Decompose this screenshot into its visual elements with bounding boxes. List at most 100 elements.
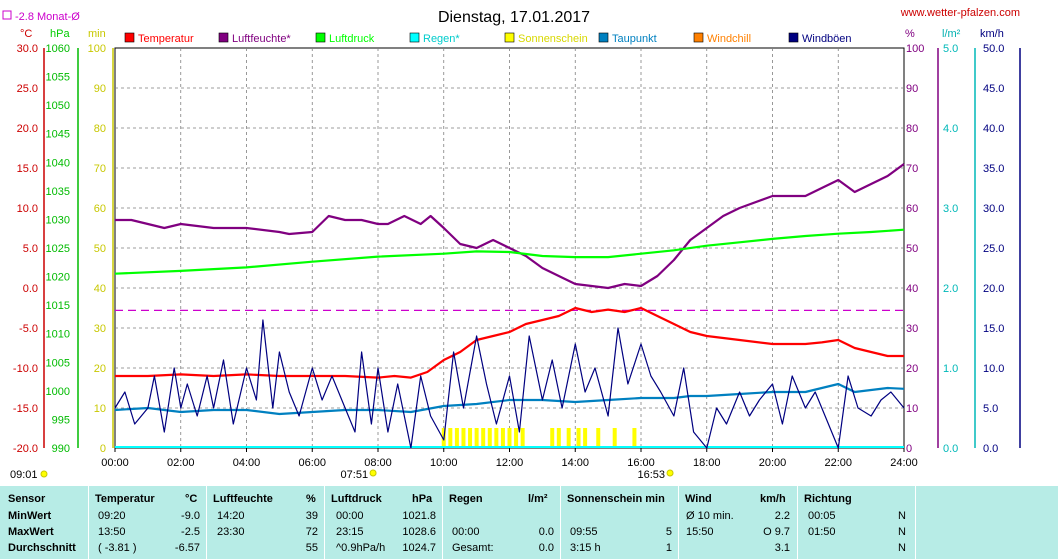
- sunshine-bar: [550, 428, 555, 448]
- stat-rain-time: Gesamt:: [452, 542, 494, 554]
- x-tick-label: 16:00: [627, 457, 655, 469]
- stat-press-val: 1028.6: [402, 526, 436, 538]
- stat-dir-val: N: [898, 526, 906, 538]
- legend-label: Windböen: [802, 33, 852, 45]
- sun-tick-label: 70: [94, 163, 106, 175]
- humidity-tick-label: 80: [906, 123, 918, 135]
- temp-tick-label: -10.0: [13, 363, 38, 375]
- rain-tick-label: 2.0: [943, 283, 958, 295]
- rain-tick-label: 4.0: [943, 123, 958, 135]
- sun-tick-label: 100: [88, 43, 106, 55]
- temp-tick-label: -15.0: [13, 403, 38, 415]
- stat-temp-val: -9.0: [181, 510, 200, 522]
- wind-tick-label: 45.0: [983, 83, 1004, 95]
- sun-tick-label: 30: [94, 323, 106, 335]
- sunshine-bars: [115, 428, 904, 448]
- hdr-temp: Temperatur: [95, 493, 155, 505]
- stat-hum-time: 23:30: [217, 526, 245, 538]
- legend-swatch: [693, 32, 704, 43]
- hdr-press-unit: hPa: [412, 493, 433, 505]
- sun-tick-label: 40: [94, 283, 106, 295]
- legend-swatch: [124, 32, 135, 43]
- sunshine-bar: [576, 428, 581, 448]
- sunshine-bar: [487, 428, 492, 448]
- wind-tick-label: 25.0: [983, 243, 1004, 255]
- pressure-tick-label: 1040: [46, 157, 70, 169]
- sunset-time: 16:53: [638, 469, 666, 481]
- pressure-tick-label: 1030: [46, 214, 70, 226]
- hdr-rain-unit: l/m²: [528, 493, 548, 505]
- stat-hum-val: 55: [305, 542, 318, 554]
- stat-press-time: 00:00: [336, 510, 364, 522]
- x-tick-label: 02:00: [167, 457, 195, 469]
- legend-label: Taupunkt: [612, 33, 657, 45]
- legend-swatch: [315, 32, 326, 43]
- hdr-temp-unit: °C: [185, 493, 198, 505]
- humidity-tick-label: 70: [906, 163, 918, 175]
- sun-tick-label: 0: [100, 443, 106, 455]
- humidity-tick-label: 60: [906, 203, 918, 215]
- pressure-tick-label: 995: [52, 414, 70, 426]
- stat-press-time: 23:15: [336, 526, 364, 538]
- pressure-tick-label: 990: [52, 443, 70, 455]
- stat-dir-val: N: [898, 510, 906, 522]
- temp-tick-label: 20.0: [17, 123, 38, 135]
- sun-tick-label: 50: [94, 243, 106, 255]
- stat-hum-time: 14:20: [217, 510, 245, 522]
- wind-tick-label: 40.0: [983, 123, 1004, 135]
- sunshine-bar: [454, 428, 459, 448]
- rain-unit-label: l/m²: [942, 28, 961, 40]
- x-tick-label: 12:00: [496, 457, 524, 469]
- sunshine-bar: [612, 428, 617, 448]
- pressure-tick-label: 1045: [46, 129, 70, 141]
- legend-swatch: [788, 32, 799, 43]
- pressure-tick-label: 1000: [46, 386, 70, 398]
- sunshine-bar: [596, 428, 601, 448]
- pressure-unit-label: hPa: [50, 28, 70, 40]
- sunset-icon: [666, 469, 674, 477]
- sun-markers: 07:51 16:53 09:01: [10, 469, 674, 481]
- statistics-table: Sensor Temperatur °C Luftfeuchte % Luftd…: [0, 486, 1058, 559]
- stat-temp-val: -2.5: [181, 526, 200, 538]
- stat-sun-time: 3:15 h: [570, 542, 601, 554]
- stat-temp-time: 13:50: [98, 526, 126, 538]
- series-temperatur: [115, 306, 904, 379]
- website-link[interactable]: www.wetter-pfalzen.com: [900, 7, 1020, 19]
- sunshine-bar: [520, 428, 525, 448]
- stat-wind-val: 2.2: [774, 510, 790, 522]
- humidity-tick-label: 30: [906, 323, 918, 335]
- temp-tick-label: -5.0: [19, 323, 38, 335]
- x-tick-label: 08:00: [364, 457, 392, 469]
- stat-sun-val: 1: [665, 542, 672, 554]
- sun-tick-label: 60: [94, 203, 106, 215]
- wind-tick-label: 0.0: [983, 443, 998, 455]
- pressure-tick-label: 1020: [46, 272, 70, 284]
- legend-swatch: [598, 32, 609, 43]
- temp-tick-label: 25.0: [17, 83, 38, 95]
- sunshine-bar: [448, 428, 453, 448]
- pressure-tick-label: 1025: [46, 243, 70, 255]
- legend-label: Temperatur: [138, 33, 194, 45]
- series-luftdruck: [114, 228, 905, 275]
- hdr-wind: Wind: [685, 493, 712, 505]
- sun-tick-label: 90: [94, 83, 106, 95]
- wind-tick-label: 20.0: [983, 283, 1004, 295]
- wind-tick-label: 30.0: [983, 203, 1004, 215]
- hdr-rain: Regen: [449, 493, 483, 505]
- hdr-hum: Luftfeuchte: [213, 493, 273, 505]
- corner-time: 09:01: [10, 469, 38, 481]
- humidity-unit-label: %: [905, 28, 915, 40]
- axes: 30.0 25.0 20.0 15.0 10.0 5.0 0.0 -5.0 -10.0 -15.0…: [13, 43, 1021, 469]
- stat-dir-time: 00:05: [808, 510, 836, 522]
- stat-rain-val: 0.0: [538, 542, 554, 554]
- sunshine-bar: [500, 428, 505, 448]
- humidity-tick-label: 100: [906, 43, 924, 55]
- corner-sun-icon: [40, 470, 48, 478]
- stat-rain-time: 00:00: [452, 526, 480, 538]
- wind-tick-label: 50.0: [983, 43, 1004, 55]
- sunshine-bar: [507, 428, 512, 448]
- sunshine-bar: [461, 428, 466, 448]
- x-tick-label: 18:00: [693, 457, 721, 469]
- temp-tick-label: -20.0: [13, 443, 38, 455]
- stat-sun-val: 5: [665, 526, 672, 538]
